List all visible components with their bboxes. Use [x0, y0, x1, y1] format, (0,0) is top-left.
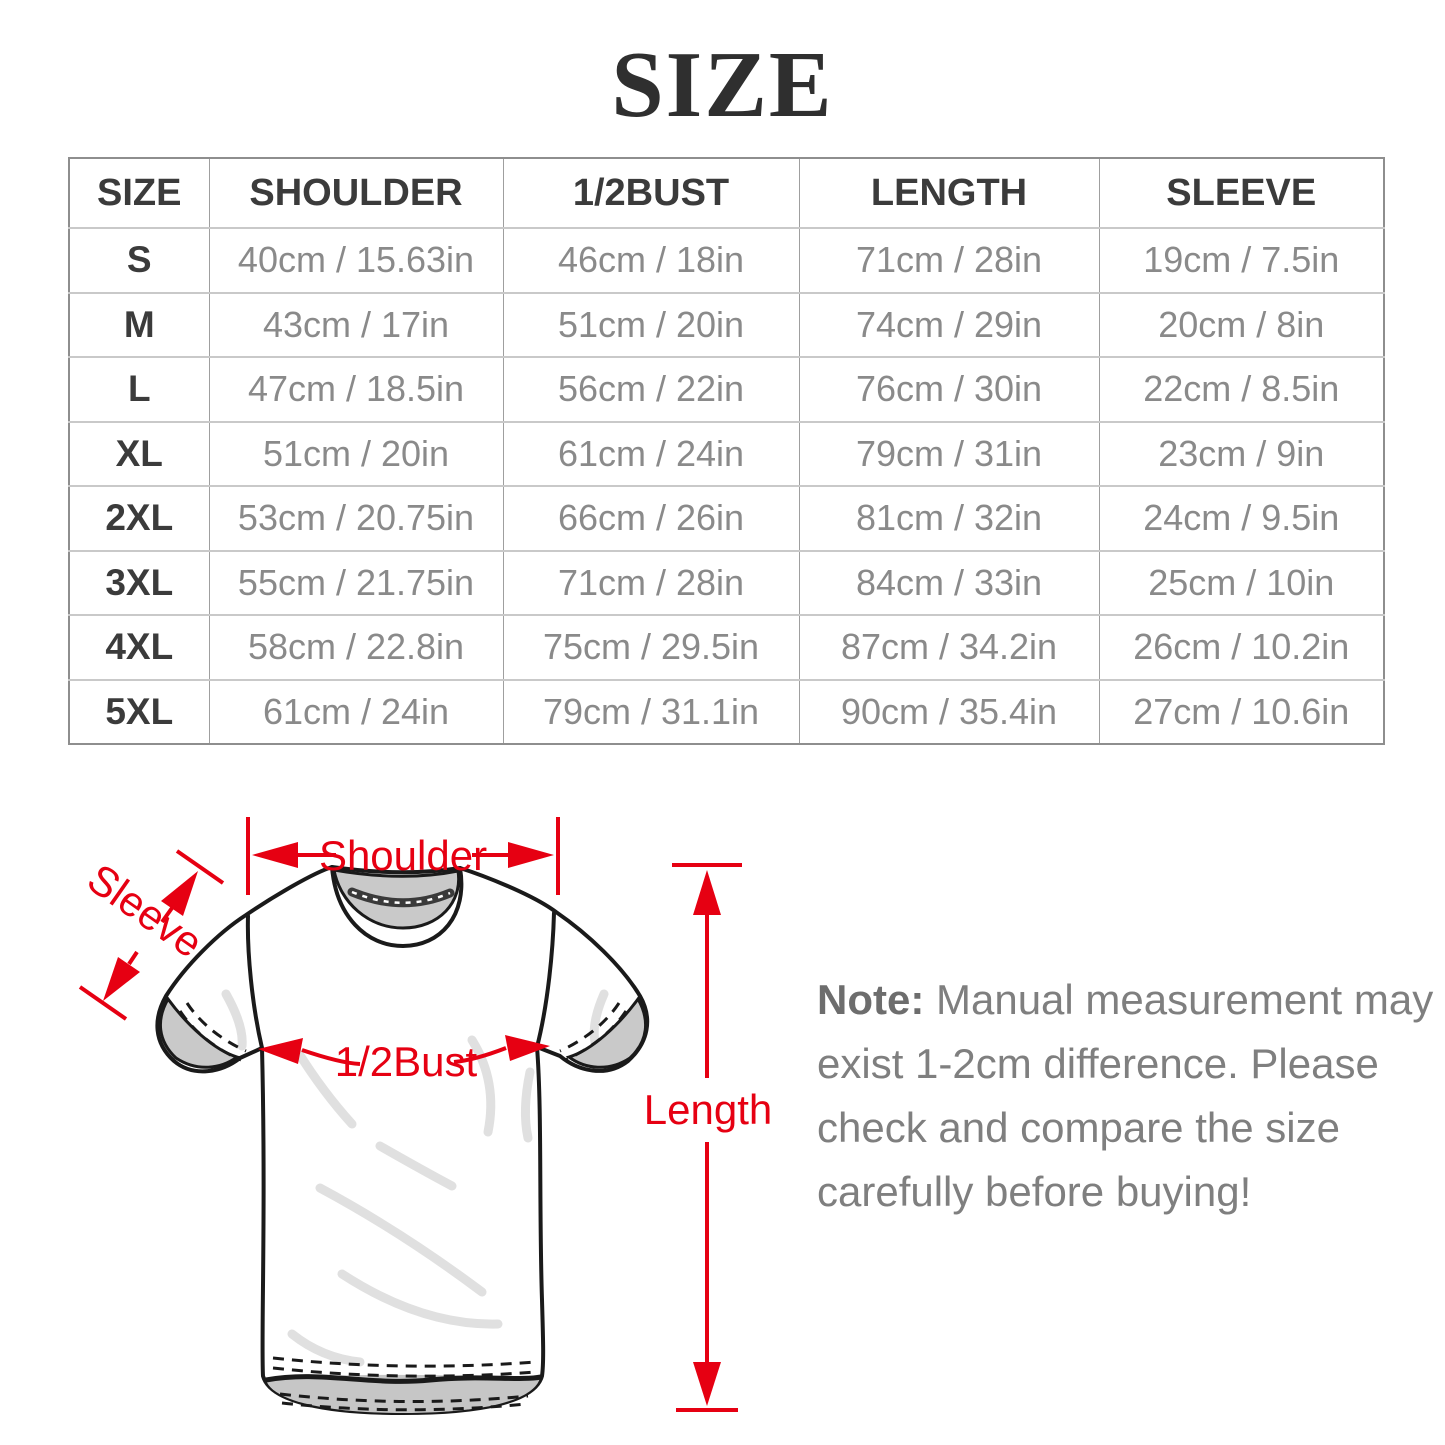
table-row: 2XL 53cm / 20.75in 66cm / 26in 81cm / 32… [69, 486, 1384, 552]
size-cell: M [69, 292, 210, 358]
header-row: SIZE SHOULDER 1/2BUST LENGTH SLEEVE [69, 158, 1384, 229]
halfbust-cell: 66cm / 26in [503, 486, 800, 552]
sleeve-label: Sleeve [79, 855, 211, 967]
halfbust-cell: 79cm / 31.1in [503, 679, 800, 744]
length-cell: 84cm / 33in [799, 550, 1100, 616]
size-cell: 4XL [69, 615, 210, 681]
shoulder-cell: 55cm / 21.75in [209, 550, 504, 616]
halfbust-cell: 61cm / 24in [503, 421, 800, 487]
note-line: exist 1-2cm difference. Please [817, 1040, 1379, 1087]
length-cell: 71cm / 28in [799, 228, 1100, 294]
arrow-right-icon [508, 842, 554, 868]
header-halfbust: 1/2BUST [503, 158, 800, 229]
halfbust-cell: 46cm / 18in [503, 228, 800, 294]
sleeve-cell: 20cm / 8in [1099, 292, 1384, 358]
length-cell: 81cm / 32in [799, 486, 1100, 552]
size-cell: L [69, 357, 210, 423]
size-chart-table: SIZE SHOULDER 1/2BUST LENGTH SLEEVE S 40… [68, 157, 1385, 745]
note-line: carefully before buying! [817, 1168, 1252, 1215]
size-cell: XL [69, 421, 210, 487]
note-line: Note: Manual measurement may [817, 968, 1433, 1032]
shoulder-cell: 53cm / 20.75in [209, 486, 504, 552]
size-cell: S [69, 228, 210, 294]
table-row: XL 51cm / 20in 61cm / 24in 79cm / 31in 2… [69, 421, 1384, 487]
length-cell: 74cm / 29in [799, 292, 1100, 358]
measurement-note: Note: Manual measurement may exist 1-2cm… [817, 968, 1433, 1224]
arrow-left-icon [258, 1038, 303, 1064]
note-line: check and compare the size [817, 1104, 1340, 1151]
sleeve-cell: 23cm / 9in [1099, 421, 1384, 487]
table-row: L 47cm / 18.5in 56cm / 22in 76cm / 30in … [69, 357, 1384, 423]
note-label: Note: [817, 976, 925, 1023]
length-label: Length [644, 1086, 772, 1133]
length-cell: 87cm / 34.2in [799, 615, 1100, 681]
page-title: SIZE [611, 33, 834, 137]
halfbust-cell: 75cm / 29.5in [503, 615, 800, 681]
sleeve-cell: 26cm / 10.2in [1099, 615, 1384, 681]
length-cell: 90cm / 35.4in [799, 679, 1100, 744]
shoulder-cell: 43cm / 17in [209, 292, 504, 358]
halfbust-cell: 71cm / 28in [503, 550, 800, 616]
size-cell: 5XL [69, 679, 210, 744]
table-row: 4XL 58cm / 22.8in 75cm / 29.5in 87cm / 3… [69, 615, 1384, 681]
sleeve-cell: 25cm / 10in [1099, 550, 1384, 616]
sleeve-cell: 27cm / 10.6in [1133, 690, 1350, 732]
shoulder-cell: 47cm / 18.5in [209, 357, 504, 423]
header-sleeve: SLEEVE [1099, 158, 1384, 229]
shoulder-cell: 58cm / 22.8in [209, 615, 504, 681]
shoulder-annotation: Shoulder [246, 817, 560, 895]
table-row: 3XL 55cm / 21.75in 71cm / 28in 84cm / 33… [69, 550, 1384, 616]
sleeve-cell: 22cm / 8.5in [1099, 357, 1384, 423]
table-row: M 43cm / 17in 51cm / 20in 74cm / 29in 20… [69, 292, 1384, 358]
header-size: SIZE [69, 158, 210, 229]
table-row: 5XL 61cm / 24in 79cm / 31.1in 90cm / 35.… [69, 679, 1384, 744]
arrow-left-icon [252, 842, 298, 868]
half-bust-label: 1/2Bust [335, 1038, 478, 1085]
shoulder-label: Shoulder [319, 832, 487, 879]
shoulder-cell: 40cm / 15.63in [209, 228, 504, 294]
arrow-up-right-icon [161, 871, 198, 916]
halfbust-cell: 51cm / 20in [503, 292, 800, 358]
tshirt-illustration [155, 865, 650, 1415]
size-cell: 3XL [69, 550, 210, 616]
header-length: LENGTH [799, 158, 1100, 229]
sleeve-cell: 19cm / 7.5in [1099, 228, 1384, 294]
length-cell: 79cm / 31in [799, 421, 1100, 487]
note-text: Manual measurement may [936, 976, 1434, 1023]
arrow-down-left-icon [103, 957, 140, 1001]
length-cell: 76cm / 30in [799, 357, 1100, 423]
arrow-up-icon [693, 870, 721, 915]
arrow-right-icon [505, 1035, 550, 1061]
halfbust-cell: 56cm / 22in [503, 357, 800, 423]
shoulder-cell: 61cm / 24in [209, 679, 504, 744]
header-shoulder: SHOULDER [209, 158, 504, 229]
arrow-down-icon [693, 1362, 721, 1406]
table-row: S 40cm / 15.63in 46cm / 18in 71cm / 28in… [69, 228, 1384, 294]
half-bust-annotation: 1/2Bust [258, 1035, 550, 1085]
length-annotation: Length [644, 863, 772, 1412]
size-chart: SIZE SHOULDER 1/2BUST LENGTH SLEEVE S 40… [68, 157, 1385, 745]
sleeve-cell: 24cm / 9.5in [1099, 486, 1384, 552]
size-cell: 2XL [69, 486, 210, 552]
shoulder-cell: 51cm / 20in [209, 421, 504, 487]
tshirt-measurement-diagram: Shoulder Sleeve 1/2Bust Length [78, 817, 772, 1415]
